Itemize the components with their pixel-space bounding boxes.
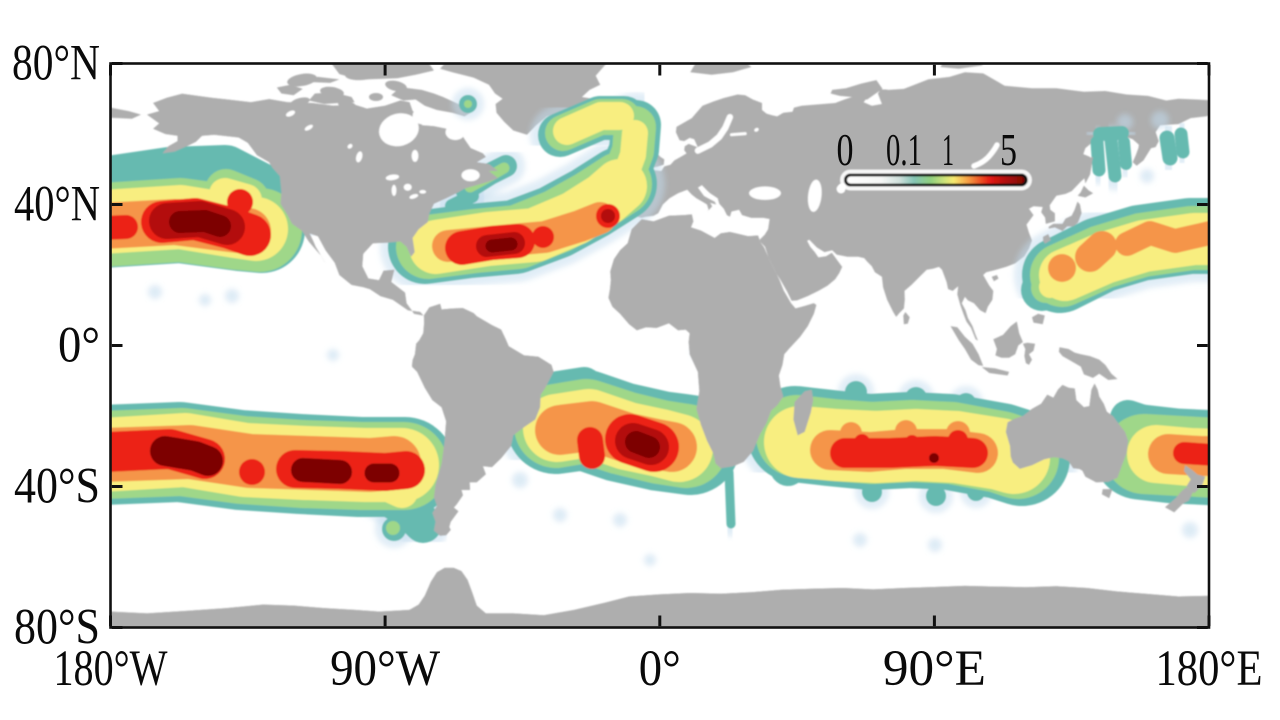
svg-text:180°E: 180°E <box>1156 641 1263 697</box>
svg-text:5: 5 <box>1000 124 1017 175</box>
svg-text:90°W: 90°W <box>330 641 441 697</box>
svg-text:1: 1 <box>942 124 954 175</box>
svg-text:40°S: 40°S <box>14 459 100 515</box>
svg-text:0°: 0° <box>639 641 681 697</box>
svg-text:0: 0 <box>837 124 854 175</box>
svg-text:0.1: 0.1 <box>886 124 922 175</box>
svg-text:40°N: 40°N <box>14 177 100 233</box>
svg-text:180°W: 180°W <box>54 641 169 697</box>
svg-text:80°S: 80°S <box>14 600 100 656</box>
svg-text:0°: 0° <box>58 318 100 374</box>
svg-text:80°N: 80°N <box>12 36 100 92</box>
svg-text:90°E: 90°E <box>883 641 986 697</box>
